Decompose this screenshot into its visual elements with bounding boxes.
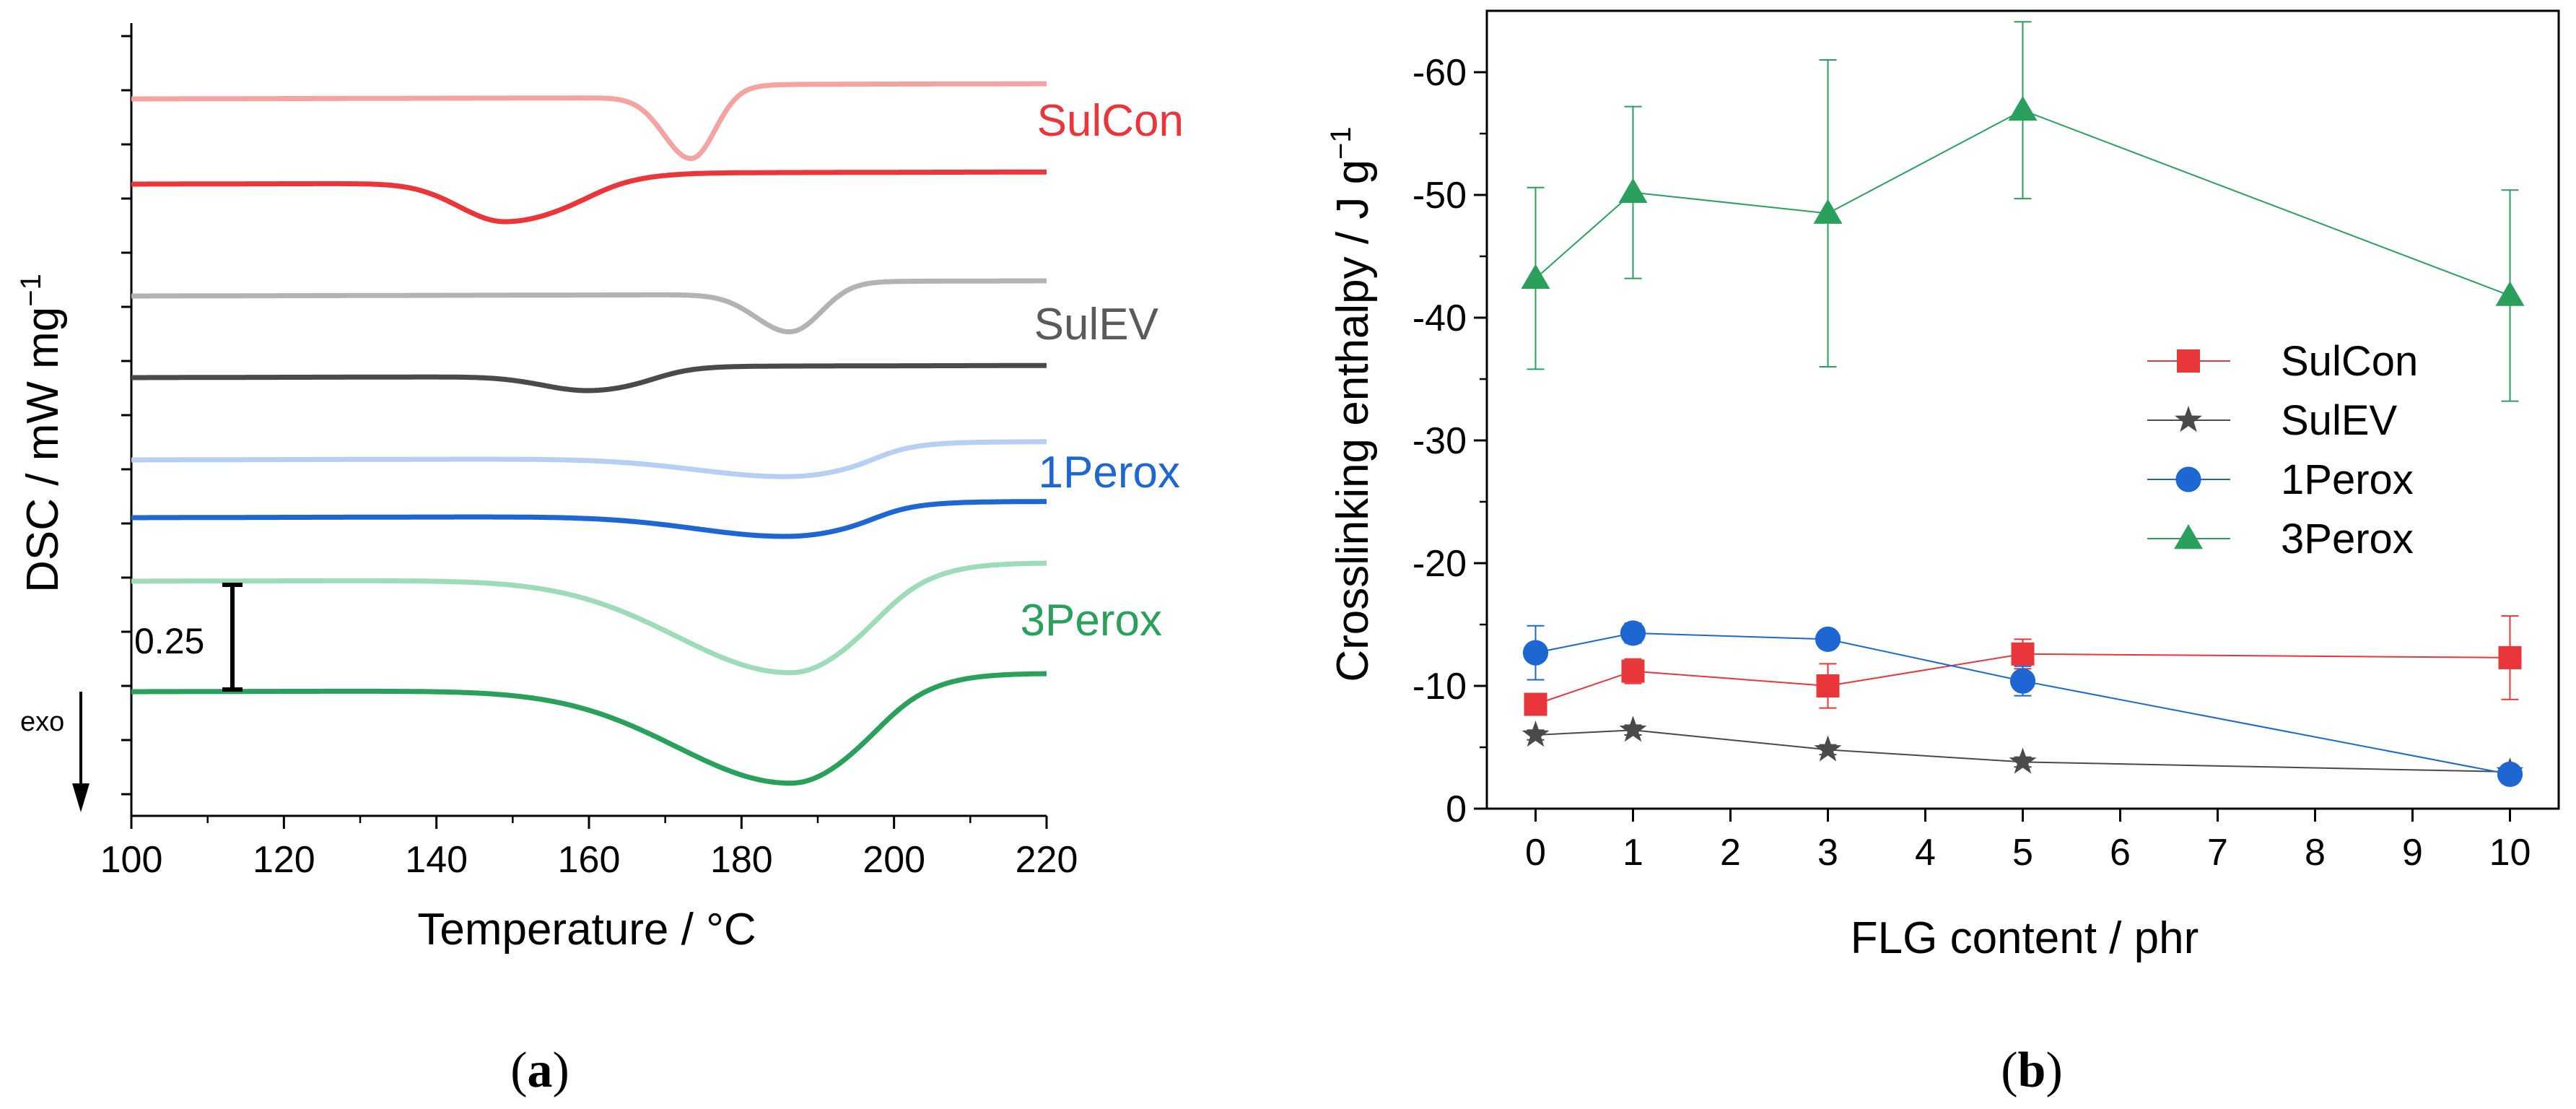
legend-label-1Perox: 1Perox bbox=[2281, 456, 2414, 503]
panel-a-y-axis-label-group: DSC / mW mg−1 bbox=[15, 274, 68, 593]
panel-a-caption-close: ) bbox=[553, 1043, 569, 1098]
data-point-1Perox bbox=[1522, 640, 1549, 666]
panel-b-caption-open: ( bbox=[2001, 1043, 2017, 1098]
panel-b-x-tick-label: 7 bbox=[2207, 832, 2228, 874]
data-point-SulCon bbox=[2011, 642, 2035, 666]
panel-b-x-tick-label: 10 bbox=[2489, 832, 2531, 874]
data-point-SulCon bbox=[1621, 659, 1645, 683]
panel-b-y-axis-label-group: Crosslinking enthalpy / J g−1 bbox=[1325, 126, 1378, 682]
panel-b-y-tick-label: -30 bbox=[1413, 420, 1467, 462]
dsc-curve-1Perox-neat bbox=[131, 439, 1047, 479]
data-point-SulEV bbox=[1619, 716, 1647, 742]
series-SulCon bbox=[1524, 615, 2522, 716]
panel-a-scale-bar: 0.25 exo bbox=[20, 583, 243, 812]
data-point-SulEV bbox=[1521, 721, 1550, 747]
panel-b-x-tick-label: 0 bbox=[1525, 832, 1546, 874]
data-point-3Perox bbox=[1521, 264, 1550, 289]
dsc-curve-SulEV-neat bbox=[131, 278, 1047, 334]
panel-b-caption-letter: b bbox=[2018, 1043, 2046, 1098]
legend-marker-3Perox bbox=[2174, 524, 2203, 549]
legend-label-SulEV: SulEV bbox=[2281, 397, 2398, 444]
panel-b-x-tick-label: 6 bbox=[2110, 832, 2131, 874]
panel-b-series bbox=[1521, 21, 2525, 787]
panel-a-x-tick-label: 200 bbox=[863, 839, 925, 881]
panel-a-y-axis-label-main: DSC / mW mg bbox=[18, 307, 68, 593]
panel-b-legend: SulCon SulEV 1Perox 3Perox bbox=[2147, 338, 2418, 562]
panel-b-x-tick-label: 8 bbox=[2305, 832, 2326, 874]
panel-b-y-axis-label-sup: −1 bbox=[1325, 126, 1357, 160]
series-3Perox bbox=[1521, 21, 2525, 402]
data-point-3Perox bbox=[1618, 178, 1648, 203]
panel-b-y-tick-label: -60 bbox=[1413, 52, 1467, 94]
data-point-1Perox bbox=[1815, 626, 1841, 653]
panel-b-x-tick-label: 4 bbox=[1915, 832, 1936, 874]
legend-marker-SulCon bbox=[2177, 349, 2200, 373]
panel-a-caption-letter: a bbox=[528, 1043, 553, 1098]
panel-b-caption: (b) bbox=[2001, 1043, 2063, 1098]
legend-label-3Perox: 3Perox bbox=[2281, 516, 2414, 562]
exo-label: exo bbox=[20, 707, 64, 737]
panel-b-x-tick-label: 3 bbox=[1817, 832, 1838, 874]
dsc-curve-label: 1Perox bbox=[1039, 448, 1180, 497]
dsc-curve-label: SulEV bbox=[1034, 300, 1159, 349]
panel-a-x-tick-label: 180 bbox=[710, 839, 773, 881]
dsc-curve-SulCon-neat bbox=[131, 81, 1047, 161]
data-point-3Perox bbox=[1813, 199, 1843, 224]
data-point-SulCon bbox=[1524, 692, 1547, 716]
panel-a-curves bbox=[131, 81, 1047, 786]
data-point-1Perox bbox=[2497, 761, 2523, 787]
panel-a-x-axis-label: Temperature / °C bbox=[417, 905, 756, 954]
dsc-curve-SulEV-FLG bbox=[131, 362, 1047, 393]
data-point-3Perox bbox=[2495, 281, 2525, 306]
dsc-curve-label: 3Perox bbox=[1021, 596, 1162, 645]
panel-a-y-axis-label: DSC / mW mg−1 bbox=[15, 274, 68, 593]
panel-a-curve-labels: SulCon SulEV 1Perox 3Perox bbox=[1021, 96, 1184, 645]
panel-a-caption-open: ( bbox=[510, 1043, 527, 1098]
panel-b-x-axis-label: FLG content / phr bbox=[1851, 913, 2199, 963]
data-point-3Perox bbox=[2008, 95, 2038, 121]
dsc-curve-1Perox-FLG bbox=[131, 499, 1047, 539]
data-point-1Perox bbox=[2009, 668, 2036, 694]
panel-a-x-tick-label: 140 bbox=[405, 839, 468, 881]
panel-b-y-axis-label-main: Crosslinking enthalpy / J g bbox=[1328, 160, 1378, 682]
panel-b-y-axis-label: Crosslinking enthalpy / J g−1 bbox=[1325, 126, 1378, 682]
legend-marker-1Perox bbox=[2175, 466, 2201, 492]
data-point-SulEV bbox=[1814, 735, 1842, 762]
panel-b-y-tick-label: 0 bbox=[1446, 788, 1467, 830]
dsc-curve-3Perox-FLG bbox=[131, 671, 1047, 786]
data-point-SulEV bbox=[2009, 747, 2037, 774]
panel-b-caption-close: ) bbox=[2045, 1043, 2062, 1098]
panel-a-y-axis-label-sup: −1 bbox=[15, 274, 47, 307]
legend-marker-SulEV bbox=[2175, 406, 2202, 432]
panel-b-x-tick-label: 5 bbox=[2012, 832, 2033, 874]
series-1Perox bbox=[1522, 620, 2523, 787]
data-point-SulCon bbox=[1816, 674, 1840, 697]
series-SulEV bbox=[1521, 716, 2524, 784]
panel-a-x-tick-label: 120 bbox=[253, 839, 315, 881]
panel-a-x-tick-label: 160 bbox=[558, 839, 621, 881]
panel-a-x-tick-label: 100 bbox=[100, 839, 163, 881]
panel-b-x-tick-label: 1 bbox=[1623, 832, 1643, 874]
dsc-curve-label: SulCon bbox=[1037, 96, 1184, 146]
panel-b-y-tick-label: -40 bbox=[1413, 297, 1467, 339]
panel-a-caption: (a) bbox=[510, 1043, 569, 1098]
panel-b-y-tick-label: -10 bbox=[1413, 666, 1467, 708]
panel-a-axes: 100 120 140 160 180 200 220 bbox=[100, 23, 1078, 881]
panel-b-enthalpy-chart: 0 1 2 3 4 5 6 7 8 9 100-10-20-30-40-50-60 SulConSu… bbox=[1325, 9, 2560, 1098]
panel-a-dsc-chart: 100 120 140 160 180 200 220 0.25 exo SulCon SulE… bbox=[15, 23, 1184, 1098]
panel-b-y-tick-label: -50 bbox=[1413, 175, 1467, 217]
panel-b-axes: 0 1 2 3 4 5 6 7 8 9 10 0 -10 -20 -30 -40 -50 -60 bbox=[1413, 9, 2560, 874]
scale-bar-label: 0.25 bbox=[134, 621, 204, 661]
dsc-curve-SulCon-FLG bbox=[131, 169, 1047, 225]
panel-b-x-tick-label: 2 bbox=[1720, 832, 1741, 874]
panel-b-x-tick-label: 9 bbox=[2402, 832, 2423, 874]
panel-b-y-tick-label: -20 bbox=[1413, 543, 1467, 585]
legend-label-SulCon: SulCon bbox=[2281, 338, 2418, 385]
dsc-curve-3Perox-neat bbox=[131, 560, 1047, 676]
data-point-SulCon bbox=[2498, 645, 2522, 669]
data-point-1Perox bbox=[1620, 620, 1646, 646]
exo-arrow-head bbox=[72, 783, 89, 812]
panel-a-x-tick-label: 220 bbox=[1016, 839, 1078, 881]
